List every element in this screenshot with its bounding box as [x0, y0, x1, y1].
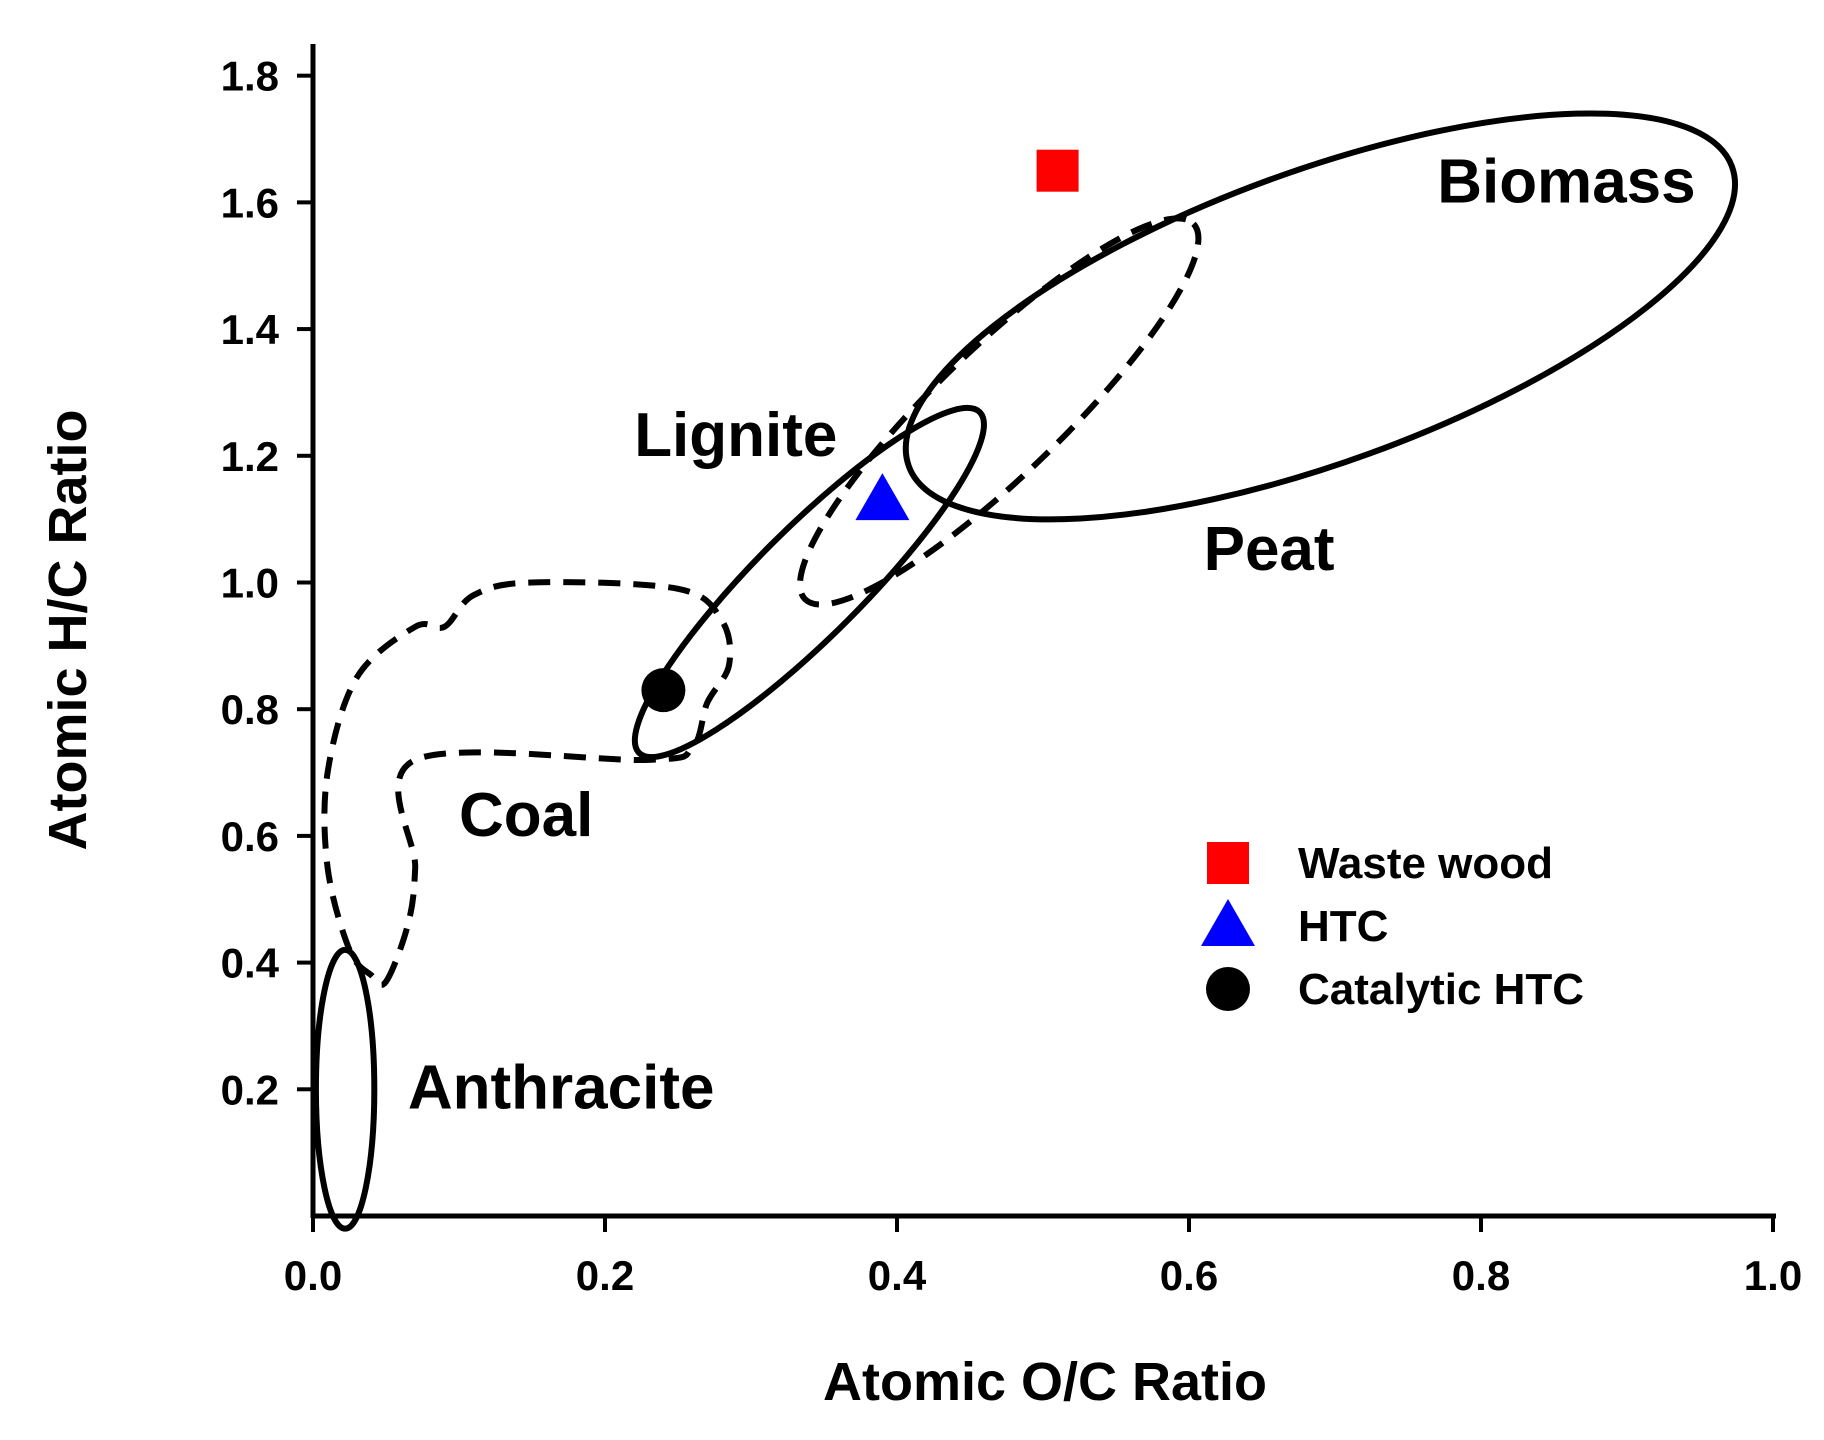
waste-wood-point — [1036, 149, 1079, 192]
catalytic-htc-legend-marker — [1206, 967, 1250, 1011]
anthracite-region — [312, 946, 378, 1232]
y-tick-label: 1.2 — [221, 433, 279, 480]
x-tick-label: 0.2 — [576, 1252, 634, 1299]
x-tick-label: 1.0 — [1744, 1252, 1802, 1299]
x-tick-label: 0.0 — [284, 1252, 342, 1299]
biomass-label: Biomass — [1437, 147, 1695, 216]
regions-layer — [312, 110, 1738, 1232]
x-ticks: 0.0 0.2 0.4 0.6 0.8 1.0 — [284, 1216, 1802, 1299]
y-tick-label: 0.6 — [221, 813, 279, 860]
y-axis-title: Atomic H/C Ratio — [38, 409, 98, 850]
y-tick-label: 0.2 — [221, 1066, 279, 1113]
catalytic-htc-point — [641, 668, 686, 713]
y-tick-label: 1.8 — [221, 53, 279, 100]
y-tick-label: 0.4 — [221, 940, 280, 987]
y-tick-label: 1.0 — [221, 559, 279, 606]
x-tick-label: 0.4 — [868, 1252, 927, 1299]
axes — [310, 44, 1776, 1219]
peat-label: Peat — [1204, 515, 1335, 584]
data-points — [641, 149, 1079, 713]
x-tick-label: 0.8 — [1452, 1252, 1510, 1299]
coal-label: Coal — [459, 781, 593, 850]
x-tick-label: 0.6 — [1160, 1252, 1218, 1299]
y-tick-label: 0.8 — [221, 686, 279, 733]
waste-wood-legend-label: Waste wood — [1298, 839, 1553, 888]
catalytic-htc-legend-label: Catalytic HTC — [1298, 965, 1584, 1014]
htc-point — [855, 473, 910, 521]
x-axis-title: Atomic O/C Ratio — [823, 1352, 1267, 1412]
htc-legend-marker — [1201, 899, 1255, 946]
legend: Waste wood HTC Catalytic HTC — [1201, 839, 1584, 1014]
coal-region — [321, 579, 734, 988]
region-labels: Biomass Peat Lignite Coal Anthracite — [408, 147, 1696, 1122]
lignite-label: Lignite — [634, 401, 837, 470]
waste-wood-legend-marker — [1207, 842, 1249, 884]
y-tick-label: 1.6 — [221, 179, 279, 226]
htc-legend-label: HTC — [1298, 902, 1388, 951]
anthracite-label: Anthracite — [408, 1053, 715, 1122]
biomass-region — [902, 110, 1738, 523]
y-tick-label: 1.4 — [221, 306, 280, 353]
y-ticks: 0.2 0.4 0.6 0.8 1.0 1.2 1.4 1.6 1.8 — [221, 53, 313, 1113]
lignite-region — [631, 404, 987, 761]
